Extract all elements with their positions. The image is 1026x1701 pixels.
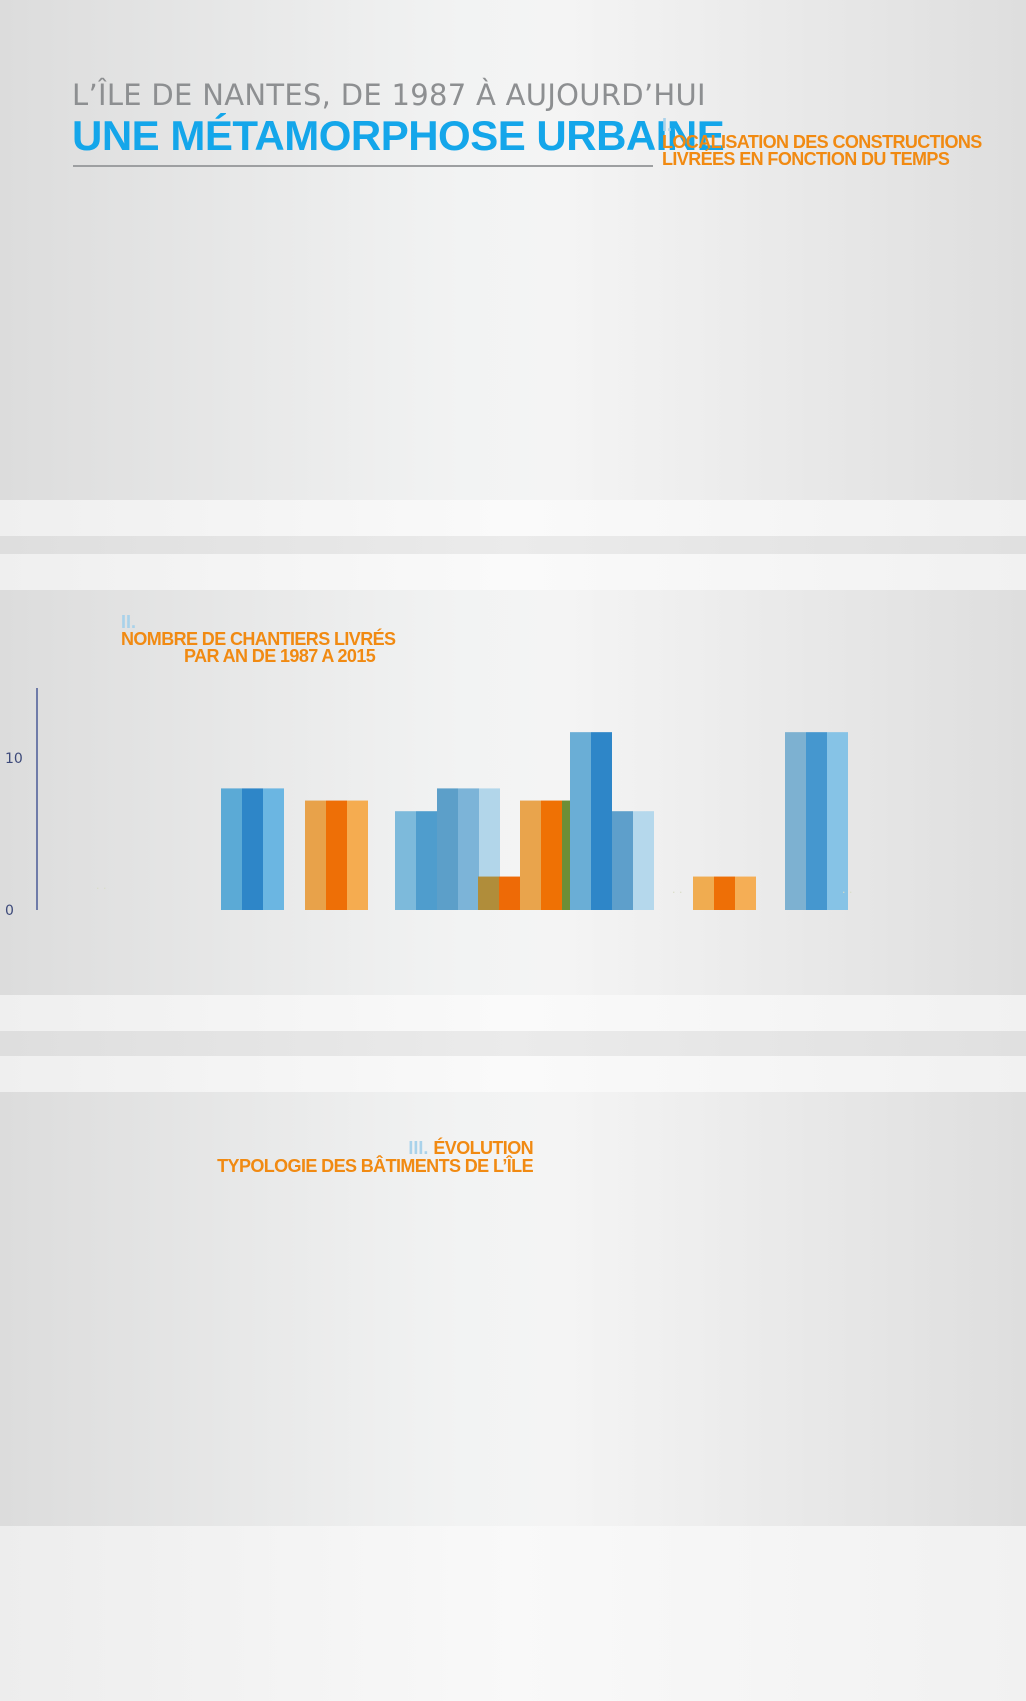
bar <box>263 788 284 910</box>
faint-label: · · <box>672 886 683 899</box>
divider-stripe <box>0 536 1026 554</box>
bar <box>520 800 541 910</box>
bar <box>305 800 326 910</box>
section-2-line2: PAR AN DE 1987 A 2015 <box>184 646 376 666</box>
section-2-line1: NOMBRE DE CHANTIERS LIVRÉS <box>121 629 396 649</box>
divider-stripe <box>0 995 1026 1031</box>
faint-label: · · <box>842 886 853 899</box>
bar <box>221 788 242 910</box>
section-2-number: II. <box>121 612 137 632</box>
y-ticks: 0 10 <box>5 751 23 919</box>
bar <box>499 876 520 910</box>
bar <box>437 788 458 910</box>
bar <box>347 800 368 910</box>
bar <box>242 788 263 910</box>
section-3-line1: ÉVOLUTION <box>433 1138 533 1158</box>
section-3-number: III. <box>408 1138 429 1158</box>
bar <box>416 811 437 910</box>
bar-chart: 0 10 · · · · · · <box>5 688 853 919</box>
bar <box>693 876 714 910</box>
bar <box>458 788 479 910</box>
footer-panel <box>0 1526 1026 1701</box>
section-1-line2: LIVRÉES EN FONCTION DU TEMPS <box>662 149 950 169</box>
bar <box>326 800 347 910</box>
bar <box>785 732 806 910</box>
bars <box>221 732 848 910</box>
section-2-heading: II. NOMBRE DE CHANTIERS LIVRÉS PAR AN DE… <box>121 612 396 666</box>
title-underline <box>73 165 653 167</box>
page-title: UNE MÉTAMORPHOSE URBAINE <box>72 112 725 159</box>
bar <box>806 732 827 910</box>
page-kicker: L’ÎLE DE NANTES, DE 1987 À AUJOURD’HUI <box>72 78 706 112</box>
divider-stripe <box>0 500 1026 536</box>
section-2-panel <box>0 590 1026 995</box>
bar <box>735 876 756 910</box>
bar <box>714 876 735 910</box>
bar <box>612 811 633 910</box>
faint-label: · · <box>96 882 107 895</box>
section-3-heading: III. ÉVOLUTION TYPOLOGIE DES BÂTIMENTS D… <box>217 1139 533 1175</box>
bar <box>591 732 612 910</box>
y-tick-label: 0 <box>5 903 14 919</box>
bar <box>541 800 562 910</box>
bar <box>827 732 848 910</box>
y-tick-label: 10 <box>5 751 23 767</box>
section-3-line2: TYPOLOGIE DES BÂTIMENTS DE L’ÎLE <box>217 1156 533 1176</box>
section-1-number: I. <box>662 115 673 135</box>
bar <box>478 876 499 910</box>
divider-stripe <box>0 1031 1026 1056</box>
section-1-panel <box>0 0 1026 500</box>
divider-stripe <box>0 554 1026 590</box>
bar <box>570 732 591 910</box>
section-3-panel <box>0 1092 1026 1526</box>
divider-stripe <box>0 1056 1026 1092</box>
section-1-line1: LOCALISATION DES CONSTRUCTIONS <box>662 132 982 152</box>
section-1-heading: I. LOCALISATION DES CONSTRUCTIONS LIVRÉE… <box>662 115 982 169</box>
bar <box>395 811 416 910</box>
bar <box>633 811 654 910</box>
